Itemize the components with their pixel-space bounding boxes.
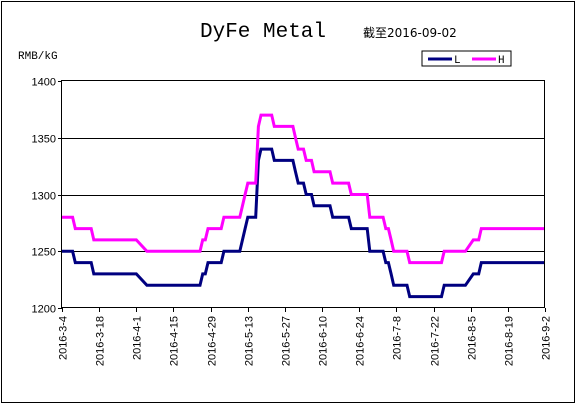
x-tick-label-3: 2016-4-15 <box>169 316 181 366</box>
x-tick-label-0: 2016-3-4 <box>58 316 70 360</box>
x-tick-label-13: 2016-9-2 <box>541 316 553 360</box>
x-tick-label-7: 2016-6-10 <box>318 316 330 366</box>
x-tick-label-9: 2016-7-8 <box>392 316 404 360</box>
legend-box <box>421 50 512 67</box>
series-line-H <box>62 113 545 265</box>
x-tick-label-1: 2016-3-18 <box>95 316 107 366</box>
x-tick-label-6: 2016-5-27 <box>281 316 293 366</box>
series-line-L <box>62 147 545 299</box>
y-axis-unit: RMB/kG <box>18 51 58 63</box>
legend-label-L: L <box>454 55 461 67</box>
x-tick-label-10: 2016-7-22 <box>430 316 442 366</box>
chart-subtitle: 截至2016-09-02 <box>363 26 457 40</box>
x-tick-label-11: 2016-8-5 <box>467 316 479 360</box>
y-tick-label-1400: 1400 <box>32 77 56 89</box>
legend-label-H: H <box>498 55 505 67</box>
y-axis-ticks: 1200 1250 1300 1350 1400 <box>32 77 62 316</box>
x-axis-ticks: 2016-3-4 2016-3-18 2016-4-1 2016-4-15 2016-4… <box>58 308 553 366</box>
x-tick-label-5: 2016-5-13 <box>244 316 256 366</box>
x-tick-label-4: 2016-4-29 <box>207 316 219 366</box>
plot-area <box>61 80 545 308</box>
y-tick-label-1200: 1200 <box>32 304 56 316</box>
x-tick-label-12: 2016-8-19 <box>504 316 516 366</box>
x-tick-label-8: 2016-6-24 <box>355 316 367 366</box>
y-tick-label-1300: 1300 <box>32 191 56 203</box>
legend: L H <box>421 50 512 67</box>
series-lines <box>62 113 545 299</box>
y-tick-label-1350: 1350 <box>32 134 56 146</box>
x-tick-label-2: 2016-4-1 <box>132 316 144 360</box>
y-tick-label-1250: 1250 <box>32 247 56 259</box>
chart-title: DyFe Metal <box>200 21 326 44</box>
